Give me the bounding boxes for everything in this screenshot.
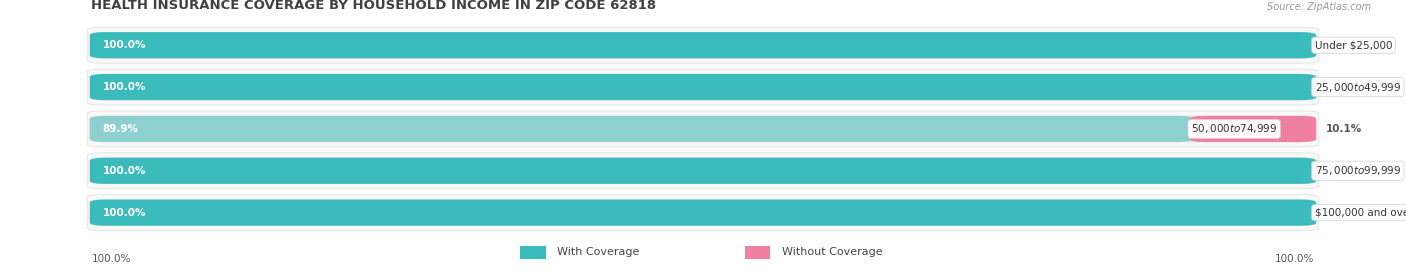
FancyBboxPatch shape [87, 195, 1319, 231]
FancyBboxPatch shape [87, 111, 1319, 147]
FancyBboxPatch shape [87, 27, 1319, 63]
FancyBboxPatch shape [745, 246, 770, 259]
FancyBboxPatch shape [90, 116, 1192, 142]
Text: 100.0%: 100.0% [91, 254, 131, 264]
FancyBboxPatch shape [87, 69, 1319, 105]
Text: Source: ZipAtlas.com: Source: ZipAtlas.com [1267, 2, 1371, 12]
FancyBboxPatch shape [1189, 116, 1316, 142]
Text: 100.0%: 100.0% [1275, 254, 1315, 264]
FancyBboxPatch shape [90, 32, 1316, 58]
FancyBboxPatch shape [89, 157, 1317, 184]
FancyBboxPatch shape [87, 153, 1319, 189]
FancyBboxPatch shape [89, 32, 1317, 59]
FancyBboxPatch shape [89, 74, 1317, 100]
Text: HEALTH INSURANCE COVERAGE BY HOUSEHOLD INCOME IN ZIP CODE 62818: HEALTH INSURANCE COVERAGE BY HOUSEHOLD I… [91, 0, 657, 12]
FancyBboxPatch shape [90, 200, 1316, 226]
Text: $25,000 to $49,999: $25,000 to $49,999 [1315, 80, 1400, 94]
Text: $50,000 to $74,999: $50,000 to $74,999 [1191, 122, 1278, 136]
Text: With Coverage: With Coverage [557, 247, 640, 258]
Text: 89.9%: 89.9% [103, 124, 139, 134]
Text: 100.0%: 100.0% [103, 166, 146, 176]
Text: Under $25,000: Under $25,000 [1315, 40, 1392, 50]
FancyBboxPatch shape [89, 116, 1317, 142]
Text: $100,000 and over: $100,000 and over [1315, 208, 1406, 218]
Text: 100.0%: 100.0% [103, 208, 146, 218]
Text: 100.0%: 100.0% [103, 82, 146, 92]
Text: Without Coverage: Without Coverage [782, 247, 883, 258]
Text: 10.1%: 10.1% [1326, 124, 1362, 134]
Text: $75,000 to $99,999: $75,000 to $99,999 [1315, 164, 1400, 177]
FancyBboxPatch shape [90, 74, 1316, 100]
Text: 100.0%: 100.0% [103, 40, 146, 50]
FancyBboxPatch shape [520, 246, 546, 259]
FancyBboxPatch shape [90, 158, 1316, 184]
FancyBboxPatch shape [89, 199, 1317, 226]
